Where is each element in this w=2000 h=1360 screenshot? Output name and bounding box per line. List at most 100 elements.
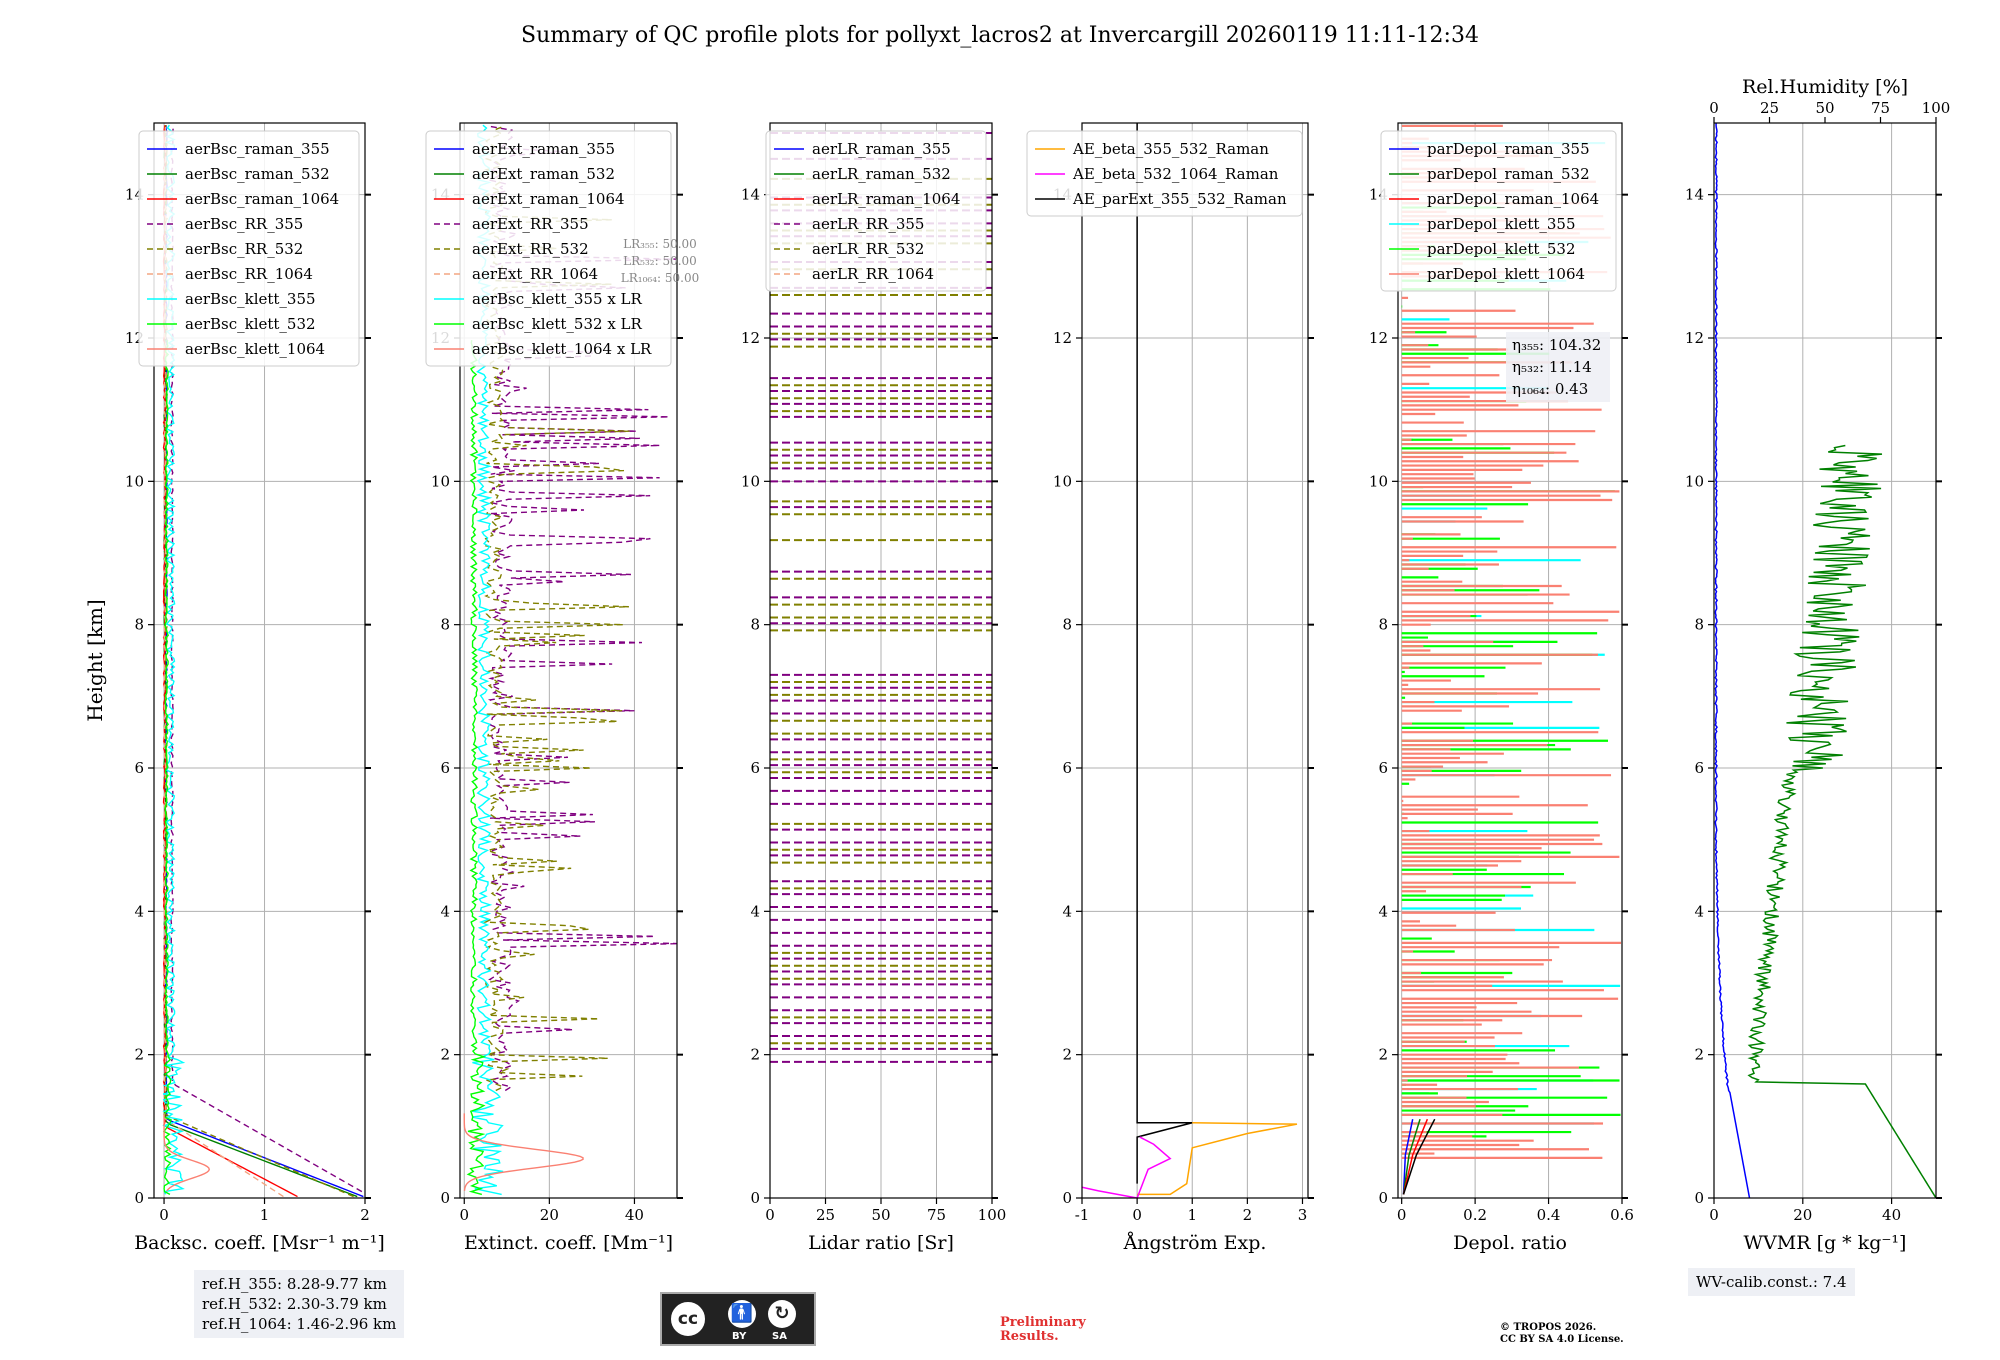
eta-annotation: η₁₀₆₄: 0.43 [1512, 380, 1588, 398]
y-tick-label: 4 [440, 902, 450, 920]
legend-box [765, 130, 987, 292]
y-tick-label: 0 [1062, 1189, 1072, 1207]
legend-label: aerBsc_klett_1064 x LR [472, 340, 652, 358]
license-line: CC BY SA 4.0 License. [1500, 1334, 1624, 1345]
panel-lr: 0 25 50 75 100 Lidar ratio [Sr] 0 2 4 6 8 10 12 14 aer… [741, 122, 1006, 1254]
y-tick-label: 2 [1378, 1046, 1388, 1064]
y-tick-label: 2 [1694, 1046, 1704, 1064]
plot-frame [459, 122, 678, 1199]
legend-label: aerExt_RR_1064 [472, 265, 598, 283]
y-tick-label: 14 [1685, 186, 1704, 204]
eta-annotation: η₅₃₂: 11.14 [1512, 358, 1592, 376]
y-tick-label: 12 [1685, 329, 1704, 347]
series-aerbsc-klett-532 [162, 340, 172, 1196]
y-tick-label: 8 [750, 616, 760, 634]
ref-height-355: ref.H_355: 8.28-9.77 km [202, 1275, 387, 1293]
x-tick-label: 25 [816, 1206, 835, 1224]
legend-label: aerBsc_klett_532 x LR [472, 315, 643, 333]
legend-label: aerBsc_klett_355 [185, 290, 316, 308]
y-tick-label: 4 [1378, 902, 1388, 920]
plot-frame [1397, 122, 1623, 1199]
legend-label: aerExt_raman_532 [472, 165, 615, 183]
copyright-line: © TROPOS 2026. [1500, 1322, 1597, 1333]
eta-box [1506, 332, 1610, 402]
y-tick-label: 4 [134, 902, 144, 920]
legend-box [1380, 130, 1617, 292]
y-tick-label: 12 [1369, 329, 1388, 347]
legend-label: aerLR_RR_532 [812, 240, 924, 258]
x-axis-label: Backsc. coeff. [Msr⁻¹ m⁻¹] [134, 1232, 385, 1254]
legend-label: parDepol_raman_1064 [1427, 190, 1599, 208]
plot-frame [1713, 122, 1937, 1199]
x-tick-label: 0 [159, 1206, 169, 1224]
series-ae-beta-532-1064-line [1082, 1136, 1172, 1198]
series-depol-raman-line [1402, 1118, 1429, 1195]
legend-label: aerLR_raman_355 [812, 140, 951, 158]
top-x-tick-label: 75 [1871, 99, 1890, 117]
series-rh-line [1747, 444, 1936, 1198]
x-tick-label: 0 [1132, 1206, 1142, 1224]
y-tick-label: 4 [1694, 902, 1704, 920]
x-axis-label: WVMR [g * kg⁻¹] [1744, 1232, 1907, 1254]
figure-title: Summary of QC profile plots for pollyxt_… [521, 23, 1479, 48]
legend-label: aerLR_raman_1064 [812, 190, 960, 208]
legend-label: AE_beta_532_1064_Raman [1072, 165, 1279, 183]
y-tick-label: 10 [125, 472, 144, 490]
x-tick-label: 40 [1882, 1206, 1901, 1224]
y-tick-label: 4 [1062, 902, 1072, 920]
legend-label: aerBsc_klett_532 [185, 315, 316, 333]
legend-label: aerLR_raman_532 [812, 165, 951, 183]
legend-label: parDepol_raman_355 [1427, 140, 1590, 158]
x-tick-label: 2 [360, 1206, 370, 1224]
x-tick-label: 20 [1793, 1206, 1812, 1224]
ref-height-1064: ref.H_1064: 1.46-2.96 km [202, 1315, 397, 1333]
y-tick-label: 0 [440, 1189, 450, 1207]
copyright-note: © TROPOS 2026. CC BY SA 4.0 License. [1500, 1322, 1624, 1346]
x-tick-label: 20 [540, 1206, 559, 1224]
legend-ae: AE_beta_355_532_Raman AE_beta_532_1064_Ra… [1026, 130, 1303, 217]
legend-bsc: aerBsc_raman_355 aerBsc_raman_532 aerBsc_r… [138, 130, 360, 367]
x-tick-label: 40 [625, 1206, 644, 1224]
legend-label: aerBsc_raman_355 [185, 140, 330, 158]
legend-depol: parDepol_raman_355 parDepol_raman_532 parD… [1380, 130, 1617, 292]
preliminary-line-1: Preliminary [1000, 1315, 1086, 1330]
y-tick-label: 6 [1062, 759, 1072, 777]
top-x-tick-label: 25 [1760, 99, 1779, 117]
by-label: BY [732, 1331, 747, 1342]
x-tick-label: 0.2 [1463, 1206, 1487, 1224]
panel-wv: 0 20 40 WVMR [g * kg⁻¹] 0 2 4 6 8 10 12 14 0 25 50 75 10… [1685, 76, 1950, 1254]
series-ae-beta-355-532-line [1137, 1122, 1298, 1196]
legend-label: parDepol_klett_532 [1427, 240, 1576, 258]
y-tick-label: 12 [1053, 329, 1072, 347]
x-tick-label: 0.6 [1610, 1206, 1634, 1224]
x-axis-label: Extinct. coeff. [Mm⁻¹] [464, 1232, 673, 1254]
x-tick-label: 2 [1243, 1206, 1253, 1224]
legend-label: aerExt_RR_532 [472, 240, 589, 258]
y-tick-label: 2 [440, 1046, 450, 1064]
preliminary-line-2: Results. [1000, 1329, 1059, 1344]
x-tick-label: 0.4 [1537, 1206, 1561, 1224]
ref-height-532: ref.H_532: 2.30-3.79 km [202, 1295, 387, 1313]
cc-license-badge[interactable]: cc 🚹 ↻ BY SA [660, 1292, 816, 1346]
x-tick-label: 50 [871, 1206, 890, 1224]
y-tick-label: 0 [750, 1189, 760, 1207]
preliminary-note: Preliminary Results. [1000, 1316, 1086, 1344]
series-layer [1082, 123, 1298, 1198]
legend-label: parDepol_klett_1064 [1427, 265, 1585, 283]
x-tick-label: 1 [260, 1206, 270, 1224]
y-axis-label: Height [km] [83, 599, 107, 721]
legend-label: aerBsc_RR_532 [185, 240, 303, 258]
lr-annotation: LR₅₃₂: 50.00 [623, 254, 697, 268]
sa-circular-icon: ↻ [768, 1300, 796, 1328]
y-tick-label: 0 [1694, 1189, 1704, 1207]
by-person-icon: 🚹 [728, 1300, 756, 1328]
top-axis-label: Rel.Humidity [%] [1742, 76, 1908, 98]
y-tick-label: 6 [440, 759, 450, 777]
legend-label: aerExt_raman_1064 [472, 190, 625, 208]
sa-label: SA [772, 1331, 787, 1342]
x-tick-label: 0 [459, 1206, 469, 1224]
x-tick-label: 0 [1397, 1206, 1407, 1224]
